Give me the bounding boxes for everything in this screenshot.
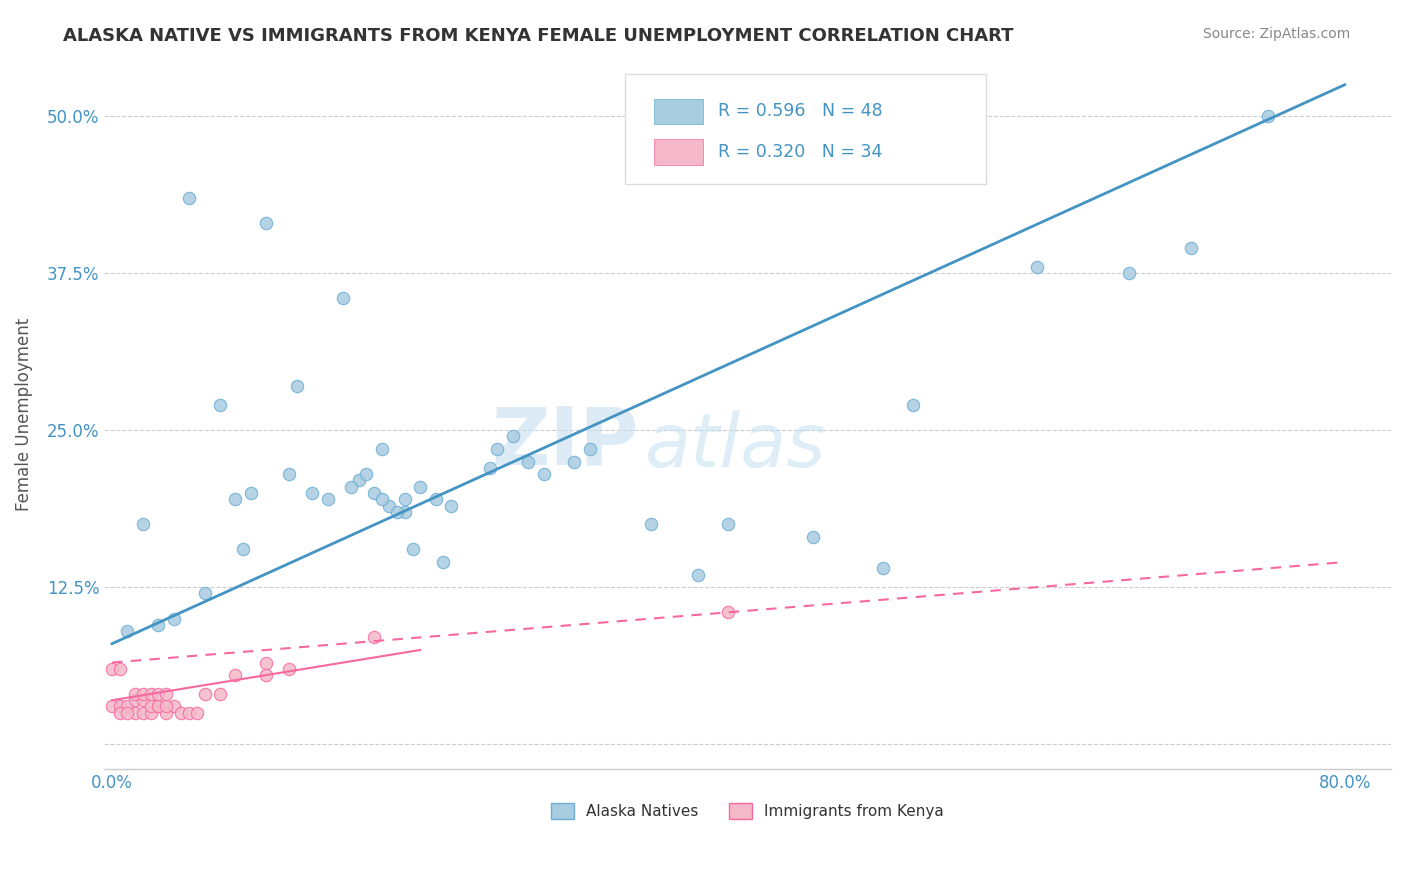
Point	[1118, 266, 1140, 280]
Point	[170, 706, 193, 720]
Point	[193, 586, 215, 600]
Point	[486, 442, 509, 456]
Point	[108, 662, 131, 676]
Point	[148, 687, 170, 701]
Point	[193, 687, 215, 701]
Point	[124, 687, 146, 701]
Text: R = 0.596   N = 48: R = 0.596 N = 48	[718, 103, 883, 120]
Point	[208, 687, 231, 701]
Point	[385, 505, 408, 519]
Text: R = 0.320   N = 34: R = 0.320 N = 34	[718, 143, 883, 161]
Point	[394, 505, 416, 519]
Point	[394, 492, 416, 507]
Point	[139, 706, 162, 720]
Point	[425, 492, 447, 507]
Point	[278, 467, 301, 482]
Text: ZIP: ZIP	[491, 404, 638, 482]
Point	[224, 668, 246, 682]
Point	[378, 499, 401, 513]
Point	[371, 492, 394, 507]
Point	[1257, 109, 1279, 123]
Point	[872, 561, 894, 575]
Point	[432, 555, 454, 569]
Bar	[654, 99, 703, 124]
Point	[363, 631, 385, 645]
Point	[578, 442, 600, 456]
Point	[478, 460, 501, 475]
Point	[117, 624, 139, 639]
Point	[124, 706, 146, 720]
Point	[903, 398, 925, 412]
Point	[517, 454, 540, 468]
Point	[155, 699, 177, 714]
Legend: Alaska Natives, Immigrants from Kenya: Alaska Natives, Immigrants from Kenya	[546, 797, 950, 825]
Point	[1180, 241, 1202, 255]
Point	[139, 687, 162, 701]
Point	[232, 542, 254, 557]
Point	[401, 542, 423, 557]
Point	[108, 706, 131, 720]
Point	[332, 291, 354, 305]
Point	[285, 379, 308, 393]
Point	[148, 618, 170, 632]
FancyBboxPatch shape	[626, 74, 986, 184]
Point	[132, 687, 155, 701]
Point	[254, 656, 277, 670]
Point	[533, 467, 555, 482]
Point	[132, 693, 155, 707]
Point	[117, 699, 139, 714]
Point	[278, 662, 301, 676]
Y-axis label: Female Unemployment: Female Unemployment	[15, 318, 32, 511]
Point	[155, 706, 177, 720]
Point	[347, 474, 370, 488]
Point	[502, 429, 524, 443]
Point	[132, 517, 155, 532]
Point	[208, 398, 231, 412]
Point	[562, 454, 585, 468]
Point	[117, 706, 139, 720]
Point	[340, 480, 363, 494]
Point	[179, 191, 201, 205]
Point	[101, 662, 124, 676]
Point	[1025, 260, 1047, 274]
Point	[801, 530, 824, 544]
Point	[371, 442, 394, 456]
Point	[717, 605, 740, 619]
Point	[363, 486, 385, 500]
Point	[108, 699, 131, 714]
Text: Source: ZipAtlas.com: Source: ZipAtlas.com	[1202, 27, 1350, 41]
Point	[254, 668, 277, 682]
Point	[163, 699, 186, 714]
Point	[254, 216, 277, 230]
Text: ALASKA NATIVE VS IMMIGRANTS FROM KENYA FEMALE UNEMPLOYMENT CORRELATION CHART: ALASKA NATIVE VS IMMIGRANTS FROM KENYA F…	[63, 27, 1014, 45]
Point	[179, 706, 201, 720]
Point	[148, 699, 170, 714]
Point	[301, 486, 323, 500]
Point	[686, 567, 709, 582]
Point	[148, 699, 170, 714]
Point	[717, 517, 740, 532]
Point	[124, 693, 146, 707]
Point	[163, 611, 186, 625]
Point	[155, 687, 177, 701]
Point	[101, 699, 124, 714]
Point	[316, 492, 339, 507]
Point	[139, 699, 162, 714]
Text: atlas: atlas	[645, 410, 827, 483]
Point	[409, 480, 432, 494]
Point	[440, 499, 463, 513]
Point	[224, 492, 246, 507]
Point	[356, 467, 378, 482]
Point	[132, 706, 155, 720]
Point	[239, 486, 262, 500]
Point	[640, 517, 662, 532]
Point	[186, 706, 208, 720]
Bar	[654, 139, 703, 165]
